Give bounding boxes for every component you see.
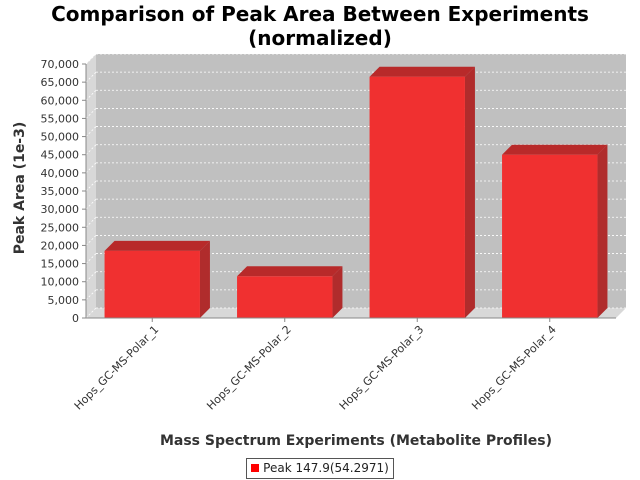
x-tick-label: Hops_GC-MS-Polar_1 xyxy=(72,323,162,413)
y-tick-label: 5,000 xyxy=(48,294,80,307)
bar xyxy=(104,240,210,318)
y-tick-label: 30,000 xyxy=(41,203,80,216)
bar xyxy=(237,266,343,318)
legend: Peak 147.9(54.2971) xyxy=(0,457,640,479)
y-tick-label: 40,000 xyxy=(41,167,80,180)
bar-side xyxy=(199,240,210,318)
bar-front xyxy=(237,276,333,318)
plot-left-wall xyxy=(86,54,96,318)
bar-front xyxy=(104,250,200,318)
x-tick-label: Hops_GC-MS-Polar_2 xyxy=(204,323,294,413)
y-axis-label: Peak Area (1e-3) xyxy=(12,122,28,255)
x-tick-label: Hops_GC-MS-Polar_3 xyxy=(337,323,427,413)
bar xyxy=(502,144,608,318)
bar-side xyxy=(332,266,343,318)
y-tick-label: 10,000 xyxy=(41,276,80,289)
y-axis: 0 5,000 10,000 15,000 20,000 25,000 30,000 35,0… xyxy=(41,58,87,325)
bar-top xyxy=(237,266,343,277)
bars xyxy=(104,66,608,318)
y-tick-label: 15,000 xyxy=(41,258,80,271)
x-tick-label: Hops_GC-MS-Polar_4 xyxy=(469,323,559,413)
bar-front xyxy=(502,154,598,318)
bar-side xyxy=(464,66,475,318)
y-tick-label: 0 xyxy=(72,312,79,325)
y-tick-label: 70,000 xyxy=(41,58,80,71)
y-tick-label: 50,000 xyxy=(41,131,80,144)
x-axis-label: Mass Spectrum Experiments (Metabolite Pr… xyxy=(160,433,552,449)
bar-top xyxy=(104,240,210,251)
chart-title-line1: Comparison of Peak Area Between Experime… xyxy=(51,2,589,26)
legend-label: Peak 147.9(54.2971) xyxy=(263,461,389,475)
bar-front xyxy=(369,76,465,318)
y-tick-label: 60,000 xyxy=(41,94,80,107)
bar-side xyxy=(597,144,608,318)
x-axis: Hops_GC-MS-Polar_1 Hops_GC-MS-Polar_2 Hops… xyxy=(72,317,616,413)
y-tick-label: 25,000 xyxy=(41,221,80,234)
y-tick-label: 35,000 xyxy=(41,185,80,198)
y-tick-label: 45,000 xyxy=(41,149,80,162)
bar xyxy=(369,66,475,318)
plot-floor xyxy=(86,308,626,318)
chart-title-line2: (normalized) xyxy=(248,26,392,50)
legend-swatch xyxy=(251,464,260,472)
legend-box: Peak 147.9(54.2971) xyxy=(246,458,394,479)
y-tick-label: 55,000 xyxy=(41,112,80,125)
bar-top xyxy=(369,66,475,77)
y-tick-label: 65,000 xyxy=(41,76,80,89)
chart-title: Comparison of Peak Area Between Experime… xyxy=(0,2,640,50)
y-tick-label: 20,000 xyxy=(41,239,80,252)
bar-top xyxy=(502,144,608,155)
